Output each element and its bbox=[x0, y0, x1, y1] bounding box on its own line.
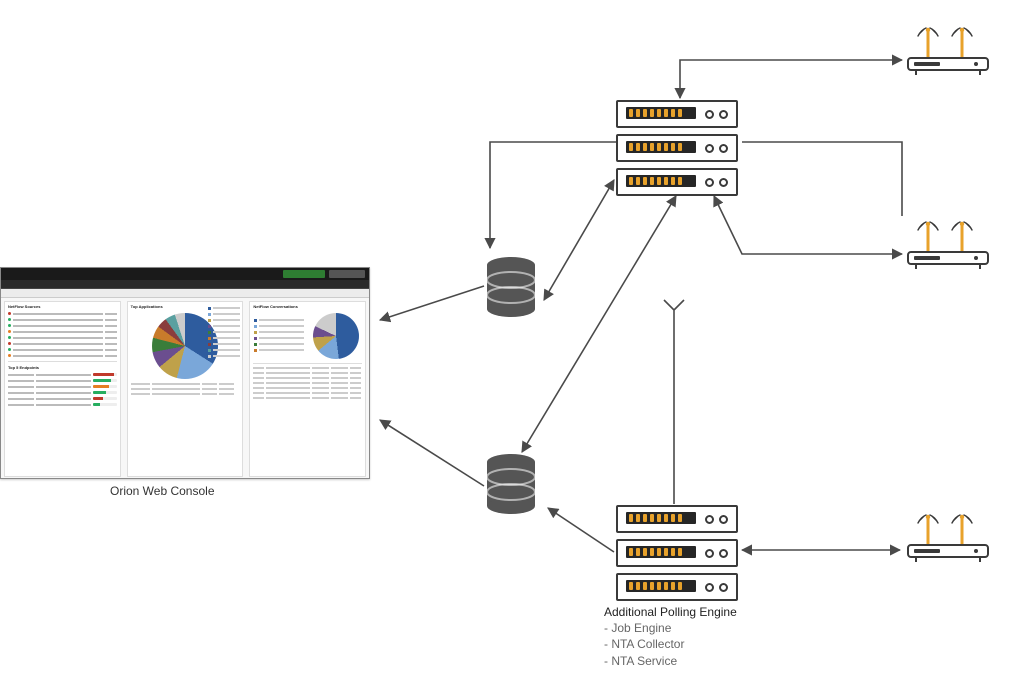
server-unit bbox=[616, 134, 738, 162]
mini-data-table bbox=[253, 367, 362, 401]
router-icon-1 bbox=[904, 22, 994, 78]
pie-legend-small bbox=[254, 318, 304, 354]
ape-line: - NTA Service bbox=[604, 653, 737, 669]
architecture-diagram: NetFlow Sources Top 5 Endpoints Top Appl… bbox=[0, 0, 1010, 678]
server-unit bbox=[616, 539, 738, 567]
ape-line: - NTA Collector bbox=[604, 636, 737, 652]
server-unit bbox=[616, 100, 738, 128]
console-breadcrumb-bar bbox=[1, 280, 369, 289]
server-unit bbox=[616, 505, 738, 533]
server-unit bbox=[616, 573, 738, 601]
topbar-primary-button bbox=[283, 270, 325, 278]
database-icon-top bbox=[484, 256, 538, 318]
panel-title: NetFlow Sources bbox=[8, 304, 117, 309]
orion-web-console-screenshot: NetFlow Sources Top 5 Endpoints Top Appl… bbox=[0, 267, 370, 479]
server-stack-bottom bbox=[616, 505, 738, 601]
panel-conversations: NetFlow Conversations bbox=[249, 301, 366, 477]
console-topbar bbox=[1, 268, 369, 280]
ape-line: - Job Engine bbox=[604, 620, 737, 636]
server-stack-top bbox=[616, 100, 738, 196]
console-caption: Orion Web Console bbox=[110, 484, 215, 498]
topbar-secondary-button bbox=[329, 270, 365, 278]
server-unit bbox=[616, 168, 738, 196]
pie-legend bbox=[208, 306, 240, 360]
panel-netflow-sources: NetFlow Sources Top 5 Endpoints bbox=[4, 301, 121, 477]
console-subheader bbox=[1, 289, 369, 298]
panel-applications-pie: Top Applications bbox=[127, 301, 244, 477]
router-icon-3 bbox=[904, 509, 994, 565]
ape-caption-block: Additional Polling Engine - Job Engine -… bbox=[604, 604, 737, 669]
ape-title: Additional Polling Engine bbox=[604, 604, 737, 620]
router-icon-2 bbox=[904, 216, 994, 272]
panel-title: NetFlow Conversations bbox=[253, 304, 362, 309]
database-icon-bottom bbox=[484, 453, 538, 515]
panel-title: Top 5 Endpoints bbox=[8, 365, 117, 370]
pie-chart-small bbox=[313, 313, 359, 359]
